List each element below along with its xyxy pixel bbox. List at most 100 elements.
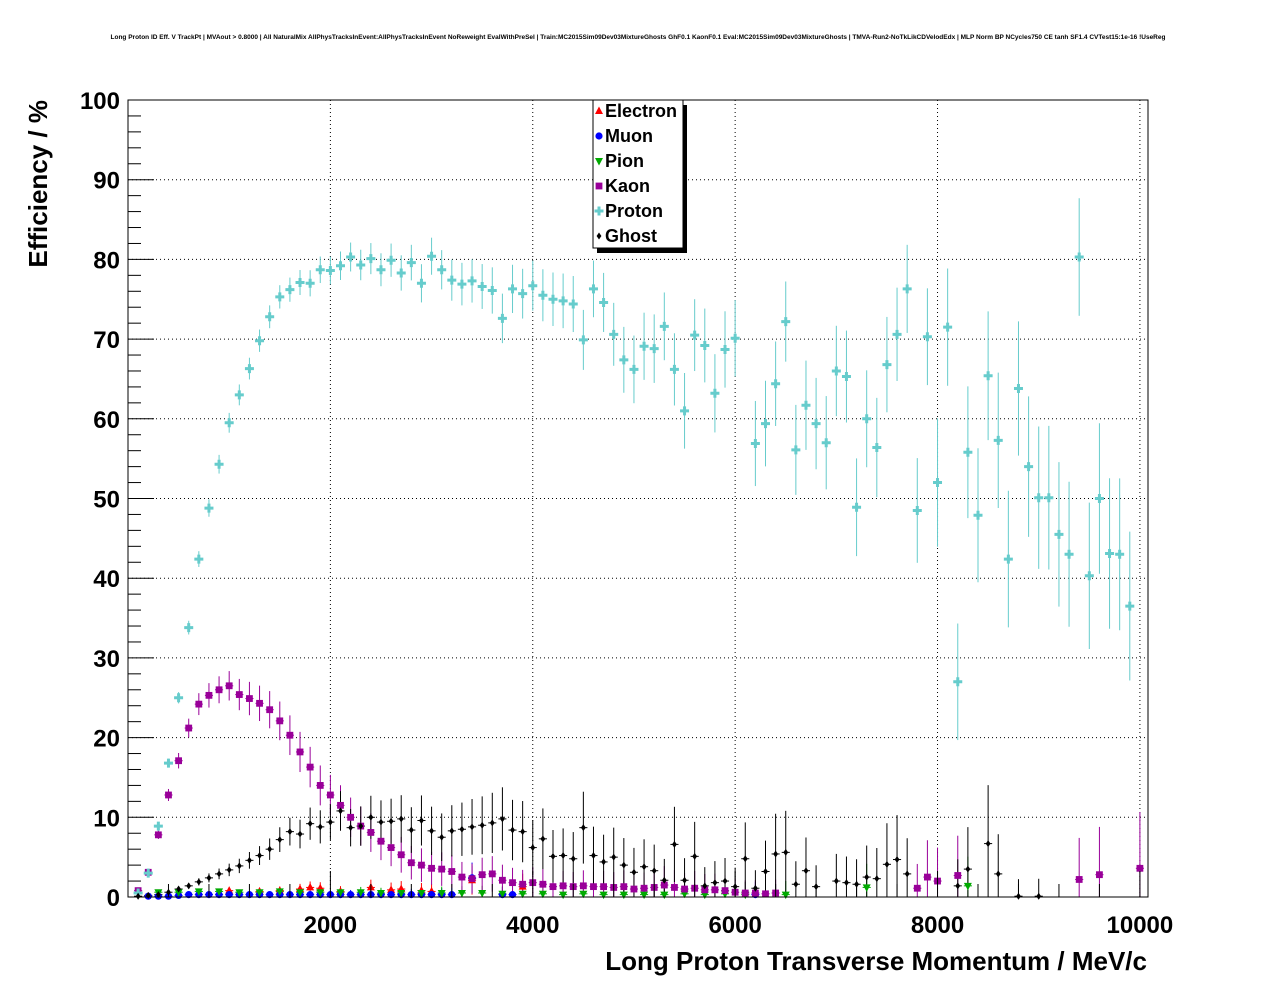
proton-point (366, 254, 376, 264)
kaon-point (276, 717, 284, 725)
muon-point (508, 891, 517, 899)
kaon-point (337, 801, 344, 809)
kaon-point (316, 782, 324, 789)
proton-point (933, 478, 943, 488)
ghost-point (884, 860, 890, 868)
pion-point (235, 889, 244, 897)
proton-point (669, 364, 679, 374)
proton-point (508, 284, 518, 294)
proton-point (487, 285, 497, 295)
proton-point (427, 251, 437, 261)
ghost-point (489, 819, 495, 827)
ghost-point (621, 861, 627, 869)
proton-point (528, 281, 538, 291)
pion-point (700, 891, 709, 900)
grid-lines (128, 100, 1148, 897)
proton-point (336, 261, 345, 271)
pion-point (376, 890, 385, 898)
proton-point (153, 821, 163, 831)
proton-point (356, 260, 366, 270)
proton-point (659, 321, 669, 331)
proton-point (771, 379, 781, 389)
ghost-point (570, 855, 576, 863)
ghost-point (560, 852, 566, 860)
kaon-point (428, 864, 435, 872)
proton-point (852, 502, 862, 512)
proton-point (1044, 493, 1054, 503)
kaon-point (751, 889, 759, 897)
proton-point (609, 329, 619, 339)
proton-point (244, 364, 254, 374)
x-tick-label: 4000 (506, 912, 559, 939)
proton-point (325, 266, 335, 276)
electron-legend-marker (595, 106, 603, 114)
kaon-point (721, 887, 729, 895)
kaon-point (762, 890, 769, 898)
kaon-point (225, 682, 233, 690)
proton-point (518, 289, 528, 299)
proton-point (791, 445, 801, 455)
kaon-point (185, 724, 193, 732)
x-tick-label: 8000 (911, 912, 964, 939)
muon-point (306, 891, 314, 899)
pion-point (862, 884, 871, 892)
x-tick-label: 10000 (1107, 912, 1174, 939)
kaon-point (195, 700, 203, 708)
ghost-point (550, 852, 556, 860)
muon-legend-marker (595, 132, 603, 140)
ghost-point (216, 870, 222, 878)
proton-point (599, 297, 609, 307)
pion-point (296, 889, 305, 897)
proton-point (781, 317, 791, 327)
proton-point (578, 335, 588, 345)
ghost-point (530, 844, 536, 852)
proton-point (680, 406, 690, 416)
proton-point (1125, 601, 1135, 611)
ghost-point (955, 882, 961, 890)
proton-legend-label: Proton (605, 201, 663, 221)
proton-point (761, 419, 770, 429)
ghost-point (995, 870, 1001, 878)
proton-point (214, 459, 224, 469)
kaon-point (266, 706, 274, 714)
data-markers (133, 251, 1144, 900)
y-axis-label: Efficiency / % (23, 100, 53, 268)
kaon-point (640, 884, 648, 892)
ghost-point (722, 877, 728, 885)
kaon-point (499, 876, 506, 884)
electron-point (306, 882, 315, 891)
ghost-point (793, 880, 799, 888)
ghost-point (277, 836, 283, 844)
proton-point (1013, 384, 1023, 394)
ghost-point (257, 852, 262, 860)
kaon-point (519, 880, 527, 888)
kaon-point (559, 882, 567, 890)
pion-point (498, 890, 507, 899)
ghost-point (611, 853, 617, 861)
proton-point (1034, 493, 1044, 503)
y-tick-label: 10 (93, 805, 120, 832)
tick-labels: 0 10 20 30 40 50 60 70 80 90 100 2000 4000 6000 8000 10… (80, 88, 1173, 939)
proton-point (943, 322, 953, 332)
proton-point (1003, 554, 1013, 564)
kaon-point (630, 885, 638, 893)
proton-point (821, 438, 831, 448)
kaon-point (326, 791, 334, 799)
x-tick-label: 2000 (304, 912, 357, 939)
kaon-point (458, 873, 466, 881)
proton-point (386, 255, 396, 265)
pion-point (255, 889, 264, 897)
y-tick-label: 0 (107, 885, 120, 912)
ghost-point (864, 873, 870, 881)
legend: Electron Muon Pion Kaon Proton Ghost (592, 99, 687, 253)
pion-point (579, 890, 588, 899)
kaon-point (205, 691, 213, 699)
ghost-point (439, 833, 445, 841)
ghost-point (206, 874, 212, 882)
pion-legend-marker (595, 158, 603, 166)
proton-point (750, 439, 760, 449)
ghost-point (682, 876, 687, 884)
proton-point (922, 332, 932, 342)
ghost-point (540, 835, 546, 843)
